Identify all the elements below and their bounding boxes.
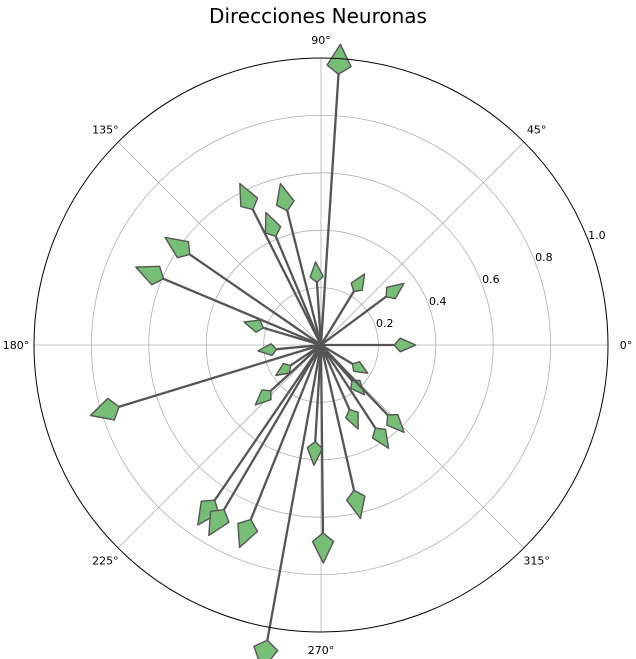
arrow-shaft (276, 343, 322, 351)
arrow-head (243, 319, 265, 333)
arrow-head (239, 182, 259, 211)
angular-gridline (320, 344, 525, 549)
angular-gridline (117, 141, 322, 346)
chart-title: Direcciones Neuronas (209, 4, 427, 28)
arrow-shaft (315, 282, 323, 346)
arrow-shaft (213, 344, 322, 501)
arrow-shaft (270, 344, 322, 392)
angle-tick-label: 135° (92, 123, 119, 136)
arrow-shaft (319, 74, 340, 346)
label-layer: 0° 45° 90° 135° 180° 225° 270° 315° 0.2 0.4 0.6 0.8… (3, 34, 633, 657)
arrow-head (135, 265, 165, 286)
arrow-shaft (189, 253, 322, 346)
angle-tick-label: 0° (620, 339, 633, 352)
arrow-head (346, 489, 366, 520)
arrow-head (393, 337, 417, 353)
arrow-shaft (118, 343, 322, 408)
angle-tick-label: 225° (92, 555, 119, 568)
arrow-head (257, 343, 278, 357)
arrow-head (326, 43, 352, 75)
arrow-shaft (320, 344, 377, 429)
polar-frame (33, 57, 609, 633)
arrow-head (306, 440, 324, 466)
radial-tick-label: 0.6 (482, 273, 500, 286)
arrow-shaft (319, 344, 351, 411)
arrow-shaft (286, 210, 323, 346)
arrow-head (351, 361, 369, 374)
arrow-shaft (320, 290, 355, 346)
arrow-head (385, 282, 405, 300)
arrow-shaft (320, 344, 389, 416)
angle-tick-label: 90° (311, 34, 331, 47)
arrow-shaft (320, 344, 353, 365)
arrow-shaft (319, 344, 356, 491)
arrow-head (264, 211, 282, 238)
angular-gridline (320, 141, 525, 346)
arrow-head (350, 273, 366, 293)
arrow-head (386, 413, 405, 433)
angle-tick-label: 270° (308, 644, 335, 657)
arrow-head (311, 532, 335, 564)
arrow-head (309, 261, 324, 284)
arrow-shaft (249, 344, 323, 520)
arrow-head (371, 427, 390, 449)
angle-tick-label: 315° (523, 555, 550, 568)
angular-gridline (117, 344, 322, 549)
arrow-head (89, 397, 120, 421)
radial-tick-label: 1.0 (588, 229, 606, 242)
arrow-head (345, 408, 359, 430)
angle-tick-label: 45° (527, 123, 547, 136)
arrow-shaft (266, 344, 323, 641)
arrow-shaft (320, 295, 387, 346)
arrow-head (254, 389, 272, 406)
arrow-shaft (319, 344, 325, 534)
arrow-head (197, 499, 220, 526)
arrow-shaft (251, 209, 323, 346)
radial-tick-label: 0.2 (376, 317, 394, 330)
arrow-shaft (163, 277, 322, 347)
arrow-shaft (223, 344, 322, 511)
arrow-head (237, 518, 259, 549)
radial-tick-label: 0.4 (429, 295, 447, 308)
arrow-head (350, 379, 366, 396)
angle-tick-label: 180° (3, 339, 30, 352)
arrow-head (208, 508, 230, 537)
radial-tick-label: 0.8 (535, 251, 553, 264)
arrow-layer (33, 43, 609, 659)
arrow-head (164, 236, 191, 259)
arrow-head (275, 182, 295, 212)
arrow-head (275, 362, 292, 377)
arrow-shaft (263, 326, 322, 347)
arrow-shaft (274, 236, 323, 346)
arrow-head (253, 639, 279, 659)
